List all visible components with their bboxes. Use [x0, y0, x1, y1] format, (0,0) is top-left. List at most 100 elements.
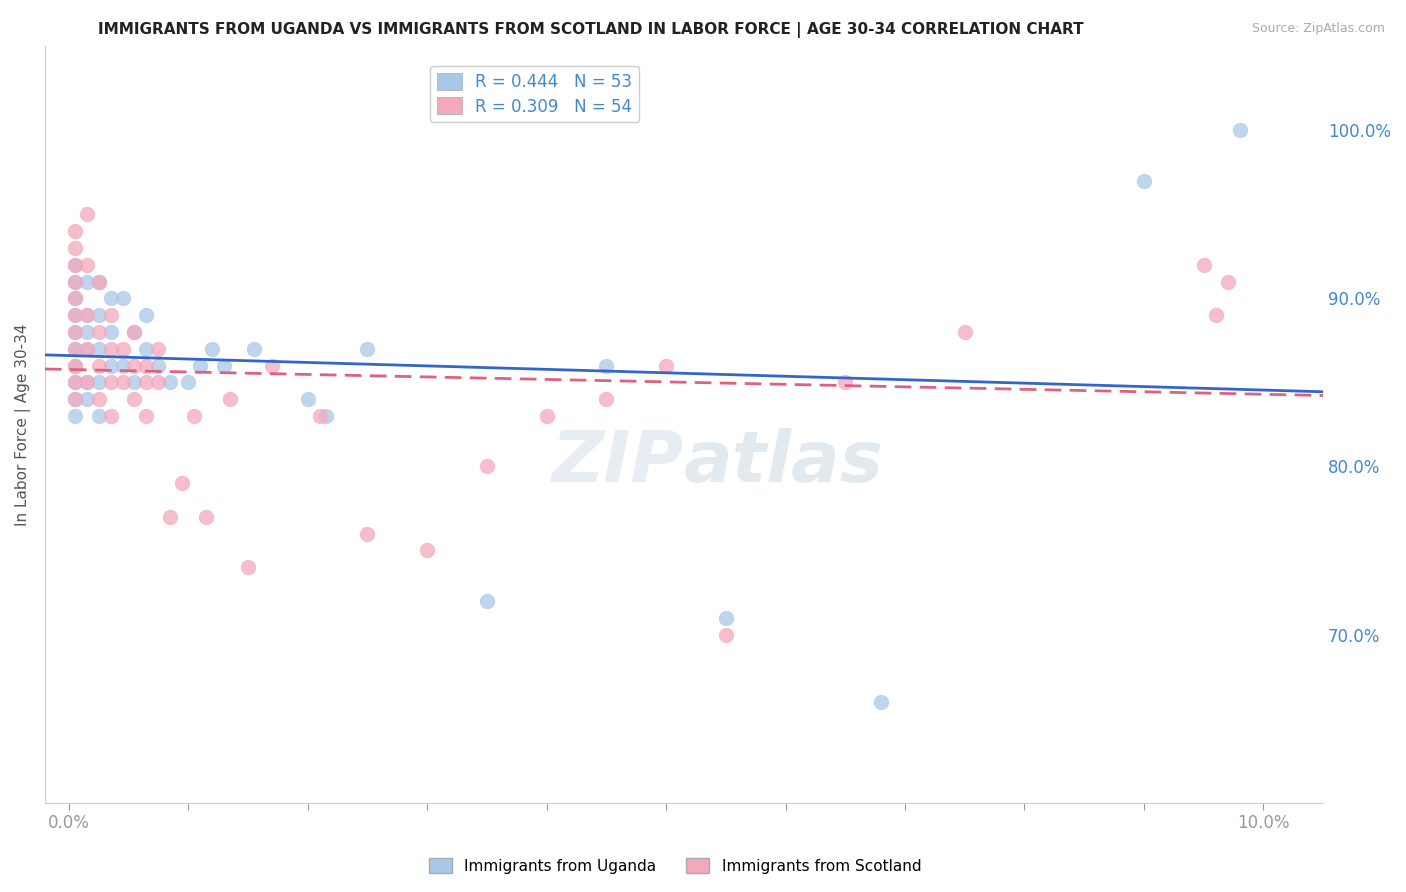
Point [63, 359, 86, 373]
Point [63, 409, 86, 423]
Point [135, 409, 157, 423]
Point [475, 594, 498, 608]
Point [87, 359, 110, 373]
Point [111, 342, 134, 356]
Point [135, 376, 157, 390]
Point [76, 207, 98, 221]
Point [177, 376, 200, 390]
Point [63, 275, 86, 289]
Point [87, 392, 110, 407]
Point [63, 376, 86, 390]
Y-axis label: In Labor Force | Age 30-34: In Labor Force | Age 30-34 [15, 323, 31, 525]
Point [148, 359, 170, 373]
Text: ZIP: ZIP [551, 428, 683, 497]
Point [1205, 308, 1227, 322]
Point [212, 359, 235, 373]
Point [148, 342, 170, 356]
Point [76, 275, 98, 289]
Point [100, 308, 122, 322]
Point [1133, 174, 1156, 188]
Point [76, 342, 98, 356]
Point [356, 526, 378, 541]
Point [159, 376, 181, 390]
Text: Source: ZipAtlas.com: Source: ZipAtlas.com [1251, 22, 1385, 36]
Point [870, 695, 893, 709]
Point [63, 258, 86, 272]
Point [111, 291, 134, 305]
Point [135, 342, 157, 356]
Point [100, 359, 122, 373]
Point [87, 376, 110, 390]
Point [63, 291, 86, 305]
Point [63, 342, 86, 356]
Point [714, 610, 737, 624]
Point [87, 409, 110, 423]
Point [87, 342, 110, 356]
Point [63, 224, 86, 238]
Point [63, 376, 86, 390]
Point [536, 409, 558, 423]
Point [76, 392, 98, 407]
Point [135, 308, 157, 322]
Point [1216, 275, 1239, 289]
Point [714, 627, 737, 641]
Point [124, 392, 146, 407]
Point [124, 376, 146, 390]
Point [63, 359, 86, 373]
Point [188, 359, 211, 373]
Point [63, 392, 86, 407]
Point [63, 275, 86, 289]
Point [595, 359, 617, 373]
Point [124, 325, 146, 339]
Point [416, 543, 439, 558]
Point [100, 376, 122, 390]
Point [236, 560, 259, 574]
Point [76, 308, 98, 322]
Point [308, 409, 330, 423]
Point [100, 409, 122, 423]
Point [63, 342, 86, 356]
Point [100, 342, 122, 356]
Point [159, 509, 181, 524]
Point [1229, 123, 1251, 137]
Point [63, 308, 86, 322]
Point [63, 291, 86, 305]
Point [595, 392, 617, 407]
Point [1192, 258, 1215, 272]
Point [183, 409, 205, 423]
Point [655, 359, 678, 373]
Point [124, 359, 146, 373]
Point [297, 392, 319, 407]
Point [87, 275, 110, 289]
Point [953, 325, 976, 339]
Point [315, 409, 337, 423]
Point [63, 325, 86, 339]
Point [63, 325, 86, 339]
Point [219, 392, 242, 407]
Point [243, 342, 266, 356]
Point [76, 258, 98, 272]
Point [195, 509, 218, 524]
Point [111, 359, 134, 373]
Point [63, 258, 86, 272]
Point [356, 342, 378, 356]
Point [76, 308, 98, 322]
Point [100, 325, 122, 339]
Point [148, 376, 170, 390]
Text: IMMIGRANTS FROM UGANDA VS IMMIGRANTS FROM SCOTLAND IN LABOR FORCE | AGE 30-34 CO: IMMIGRANTS FROM UGANDA VS IMMIGRANTS FRO… [97, 22, 1084, 38]
Point [63, 392, 86, 407]
Point [87, 275, 110, 289]
Point [260, 359, 283, 373]
Point [76, 376, 98, 390]
Point [135, 359, 157, 373]
Point [63, 308, 86, 322]
Legend: R = 0.444   N = 53, R = 0.309   N = 54: R = 0.444 N = 53, R = 0.309 N = 54 [430, 66, 638, 122]
Legend: Immigrants from Uganda, Immigrants from Scotland: Immigrants from Uganda, Immigrants from … [422, 852, 928, 880]
Point [63, 241, 86, 255]
Point [76, 376, 98, 390]
Point [172, 476, 194, 491]
Point [124, 325, 146, 339]
Point [87, 308, 110, 322]
Point [76, 325, 98, 339]
Point [201, 342, 224, 356]
